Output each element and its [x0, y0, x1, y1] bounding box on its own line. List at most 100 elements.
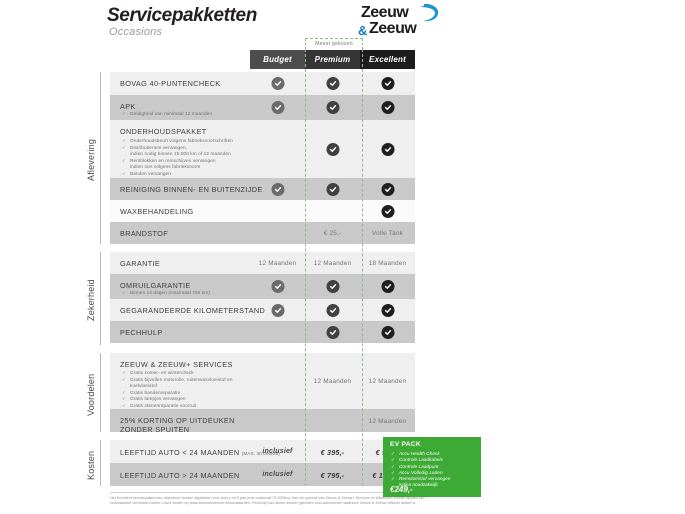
cell-budget: [250, 95, 305, 120]
cell-budget: [250, 72, 305, 95]
bullet-item: Geldigheid van minimaal 12 maanden: [122, 111, 212, 118]
cell-budget: [250, 120, 305, 178]
row-bullets: Geldigheid van minimaal 12 maanden: [122, 111, 212, 118]
cell-premium: [305, 72, 360, 95]
cell-budget: [250, 321, 305, 343]
row-label: PECHHULP: [120, 328, 163, 337]
cell-value: 12 Maanden: [313, 378, 352, 385]
bullet-subline: indien niet volgens fabrieksnorm: [130, 164, 201, 170]
check-icon: [326, 304, 339, 317]
cell-premium: 12 Maanden: [305, 353, 360, 409]
cell-premium: [305, 274, 360, 299]
group-label-voordelen: Voordelen: [86, 373, 96, 417]
check-icon: [271, 304, 284, 317]
table-row-waxbehandeling: WAXBEHANDELING: [110, 200, 415, 222]
check-icon: [381, 101, 394, 114]
table-row-apk: APK Geldigheid van minimaal 12 maanden: [110, 95, 415, 120]
cell-value: 12 Maanden: [368, 378, 407, 385]
cell-excellent: [360, 120, 415, 178]
row-label: LEEFTIJD AUTO < 24 MAANDEN (MAX. 30.000K…: [120, 448, 280, 457]
table-row-kilometerstand: GEGARANDEERDE KILOMETERSTAND: [110, 299, 415, 321]
ev-pack-item: Controle Laadkabels: [391, 457, 450, 464]
cell-value: 12 Maanden: [313, 260, 352, 267]
table-row-leeftijd-gt24: LEEFTIJD AUTO > 24 MAANDEN inclusief € 7…: [110, 463, 415, 486]
table-row-bovag: BOVAG 40-PUNTENCHECK: [110, 72, 415, 95]
group-label-kosten: Kosten: [86, 450, 96, 480]
logo-line-2: Zeeuw: [369, 20, 417, 37]
cell-excellent: 12 Maanden: [360, 409, 415, 432]
swoosh-icon: [418, 3, 440, 29]
table-row-onderhoudspakket: ONDERHOUDSPAKKET Onderhoudsbeurt volgens…: [110, 120, 415, 183]
cell-premium: [305, 409, 360, 432]
table-row-omruilgarantie: OMRUILGARANTIE Binnen 14 dagen (maximaal…: [110, 274, 415, 299]
check-icon: [326, 143, 339, 156]
bullet-item: Banden vervangen: [122, 171, 233, 178]
cell-excellent: 18 Maanden: [360, 252, 415, 274]
column-header-excellent[interactable]: Excellent: [360, 50, 415, 69]
cell-excellent: 12 Maanden: [360, 353, 415, 409]
check-icon: [381, 205, 394, 218]
ev-pack-item: Accu Volledig Laden: [391, 470, 450, 477]
group-rule-aflevering: [100, 72, 101, 244]
cell-premium: [305, 321, 360, 343]
row-label: WAXBEHANDELING: [120, 207, 194, 216]
bullet-item: Gratis bandenreparatie: [122, 390, 233, 397]
bullet-item: Binnen 14 dagen (maximaal 750 km): [122, 290, 210, 297]
ev-pack-item: Remvloeistof vervangen: [391, 476, 450, 483]
cell-value: 12 Maanden: [258, 260, 297, 267]
cell-excellent: [360, 299, 415, 321]
cell-budget: [250, 274, 305, 299]
cell-budget: [250, 353, 305, 409]
cell-budget: inclusief: [250, 440, 305, 463]
footer-disclaimer: Het Excellent servicepakket kan uitsluit…: [110, 496, 425, 506]
ev-pack-price: €249,-: [390, 485, 413, 494]
cell-premium: [305, 178, 360, 200]
check-icon: [271, 280, 284, 293]
bullet-item: Gratis stenenreparatie voorruit: [122, 403, 233, 410]
cell-excellent: [360, 72, 415, 95]
cell-value: Volle Tank: [371, 230, 403, 237]
cell-budget: [250, 222, 305, 244]
logo-ampersand: &: [358, 23, 368, 38]
table-row-services: ZEEUW & ZEEUW+ SERVICES Gratis zomer- en…: [110, 353, 415, 416]
check-icon: [326, 183, 339, 196]
ev-pack-item: Controle Laadpunt: [391, 464, 450, 471]
section-voordelen: ZEEUW & ZEEUW+ SERVICES Gratis zomer- en…: [110, 353, 415, 434]
cell-excellent: [360, 200, 415, 222]
cell-value: inclusief: [262, 448, 293, 455]
column-header-budget[interactable]: Budget: [250, 50, 305, 69]
column-header-bar: Budget Premium Excellent: [250, 50, 415, 69]
cell-budget: [250, 200, 305, 222]
logo-line-1: Zeeuw: [361, 4, 409, 21]
bullet-subline: indien nodig binnen 15.000 km of 12 maan…: [130, 151, 231, 157]
group-rule-zekerheid: [100, 252, 101, 345]
row-label: GEGARANDEERDE KILOMETERSTAND: [120, 306, 266, 315]
cell-premium: € 395,-: [305, 440, 360, 463]
ev-pack-card[interactable]: EV PACK Accu Health Check Controle Laadk…: [383, 437, 481, 497]
column-header-premium[interactable]: Premium: [305, 50, 360, 69]
row-label: ONDERHOUDSPAKKET: [120, 127, 207, 136]
section-aflevering: BOVAG 40-PUNTENCHECK APK Geldigheid van: [110, 72, 415, 244]
zeeuw-logo: Zeeuw & Zeeuw: [358, 3, 440, 40]
bullet-subline: koelvloeistof: [130, 383, 158, 389]
row-label: GARANTIE: [120, 259, 161, 268]
table-row-reiniging: REINIGING BINNEN- EN BUITENZIJDE: [110, 178, 415, 200]
check-icon: [381, 77, 394, 90]
check-icon: [381, 143, 394, 156]
check-icon: [381, 280, 394, 293]
cell-premium: [305, 200, 360, 222]
row-label: BOVAG 40-PUNTENCHECK: [120, 79, 221, 88]
check-icon: [326, 77, 339, 90]
cell-value: 18 Maanden: [368, 260, 407, 267]
page-title: Servicepakketten: [107, 5, 257, 26]
cell-value: € 795,-: [320, 471, 345, 480]
ev-pack-title: EV PACK: [390, 441, 421, 448]
group-rule-kosten: [100, 440, 101, 486]
table-row-pechhulp: PECHHULP: [110, 321, 415, 343]
section-kosten: LEEFTIJD AUTO < 24 MAANDEN (MAX. 30.000K…: [110, 440, 415, 486]
row-label: ZEEUW & ZEEUW+ SERVICES: [120, 360, 233, 369]
bullet-item: Gratis lampjes vervangen: [122, 396, 233, 403]
cell-excellent: [360, 274, 415, 299]
cell-value: inclusief: [262, 471, 293, 478]
